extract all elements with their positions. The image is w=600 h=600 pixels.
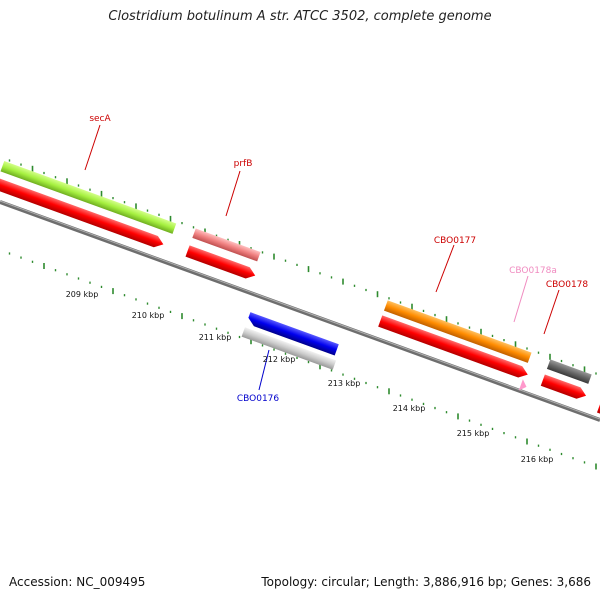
gene-labels: secA prfB CBO0176 CBO0177 CBO0178a CBO01… (89, 114, 588, 404)
gene-label-CBO0176[interactable]: CBO0176 (237, 394, 280, 404)
gene-label-CBO0178a[interactable]: CBO0178a (509, 266, 557, 276)
axis-label-211: 211 kbp (199, 333, 232, 342)
CBO0178-cds-arrow[interactable] (540, 374, 588, 401)
axis-label-215: 215 kbp (457, 429, 490, 438)
gene-callouts (84, 124, 560, 391)
axis-labels: 209 kbp 210 kbp 211 kbp 212 kbp 213 kbp … (66, 290, 554, 464)
prfB-cds-arrow[interactable] (185, 245, 257, 281)
prfB-feature[interactable] (192, 228, 261, 262)
axis-label-210: 210 kbp (132, 311, 165, 320)
secA-cds-arrow[interactable] (0, 177, 165, 250)
axis-label-214: 214 kbp (393, 404, 426, 413)
upper-tick-track (8, 159, 597, 375)
CBO0176-feature[interactable] (246, 312, 339, 356)
map-title: Clostridium botulinum A str. ATCC 3502, … (108, 9, 492, 24)
gene-label-CBO0178[interactable]: CBO0178 (546, 280, 589, 290)
gene-label-prfB[interactable]: prfB (234, 159, 253, 169)
CBO0178-feature[interactable] (546, 359, 592, 384)
topology-text: Topology: circular; Length: 3,886,916 bp… (261, 575, 591, 589)
CBO0178a-feature[interactable] (518, 379, 529, 392)
CBO0177-feature[interactable] (383, 300, 532, 363)
axis-label-213: 213 kbp (328, 379, 361, 388)
CBO0177-cds-arrow[interactable] (378, 315, 530, 380)
genome-backbone (0, 200, 600, 422)
gene-label-CBO0177[interactable]: CBO0177 (434, 236, 476, 246)
axis-label-212: 212 kbp (263, 355, 296, 364)
axis-label-209: 209 kbp (66, 290, 99, 299)
CBO0176-grey-feature[interactable] (241, 327, 337, 370)
lower-tick-track (8, 252, 597, 470)
secA-feature[interactable] (0, 160, 177, 234)
accession-text: Accession: NC_009495 (9, 575, 146, 589)
gene-label-secA[interactable]: secA (89, 114, 111, 124)
axis-label-216: 216 kbp (521, 455, 554, 464)
